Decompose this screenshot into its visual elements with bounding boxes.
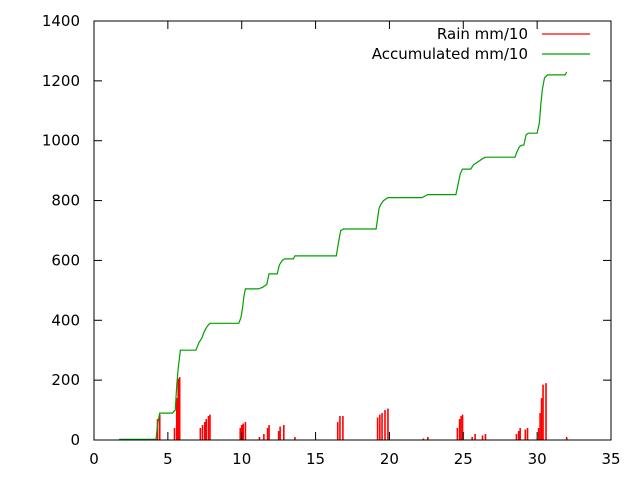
legend-label: Accumulated mm/10 <box>372 45 528 63</box>
y-tick-label: 800 <box>51 192 80 210</box>
series-layer <box>119 71 568 440</box>
y-tick-label: 1400 <box>42 12 80 30</box>
series-1 <box>119 71 568 440</box>
y-tick-label: 0 <box>70 431 80 449</box>
x-tick-label: 15 <box>306 450 325 468</box>
y-tick-label: 400 <box>51 311 80 329</box>
y-tick-label: 600 <box>51 251 80 269</box>
series-0 <box>156 377 568 440</box>
x-tick-label: 30 <box>528 450 547 468</box>
y-tick-label: 1000 <box>42 132 80 150</box>
y-tick-label: 1200 <box>42 72 80 90</box>
ticks-layer: 0 5 10 15 20 25 30 35 0 200 400 600 800 1000 1200 1400 <box>42 12 621 468</box>
x-tick-label: 5 <box>163 450 173 468</box>
x-tick-label: 25 <box>454 450 473 468</box>
x-tick-label: 35 <box>601 450 620 468</box>
legend-label: Rain mm/10 <box>437 25 528 43</box>
y-tick-label: 200 <box>51 371 80 389</box>
x-tick-label: 20 <box>380 450 399 468</box>
accumulated-line <box>119 71 568 440</box>
x-tick-label: 10 <box>232 450 251 468</box>
plot-frame <box>93 20 612 441</box>
legend: Rain mm/10 Accumulated mm/10 <box>372 25 590 63</box>
x-tick-label: 0 <box>89 450 99 468</box>
